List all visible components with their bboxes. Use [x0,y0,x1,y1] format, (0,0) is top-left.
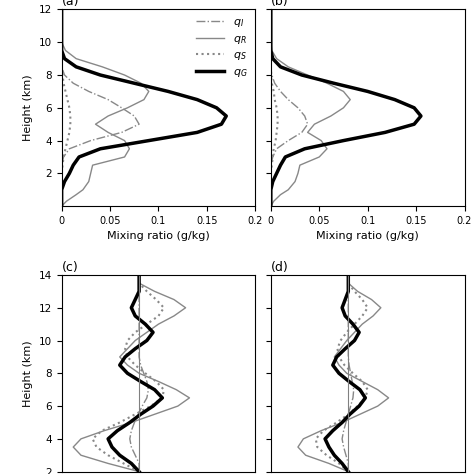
Y-axis label: Height (km): Height (km) [23,340,33,407]
X-axis label: Mixing ratio (g/kg): Mixing ratio (g/kg) [316,231,419,241]
Text: (b): (b) [271,0,289,9]
X-axis label: Mixing ratio (g/kg): Mixing ratio (g/kg) [107,231,210,241]
Legend: $q_I$, $q_R$, $q_S$, $q_G$: $q_I$, $q_R$, $q_S$, $q_G$ [194,15,250,81]
Text: (c): (c) [62,261,78,274]
Y-axis label: Height (km): Height (km) [23,74,33,141]
Text: (a): (a) [62,0,79,9]
Text: (d): (d) [271,261,289,274]
